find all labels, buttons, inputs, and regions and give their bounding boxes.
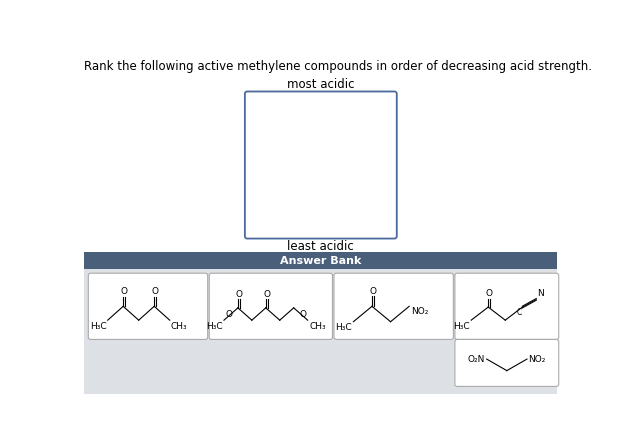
FancyBboxPatch shape (455, 340, 559, 386)
Text: CH₃: CH₃ (309, 322, 326, 331)
Text: CH₃: CH₃ (170, 322, 187, 331)
Text: O₂N: O₂N (468, 355, 485, 364)
Text: O: O (151, 287, 158, 296)
Text: O: O (235, 289, 242, 299)
FancyBboxPatch shape (455, 273, 559, 340)
Bar (85, 269, 557, 394)
Text: O: O (263, 289, 270, 299)
Text: Rank the following active methylene compounds in order of decreasing acid streng: Rank the following active methylene comp… (84, 60, 592, 73)
FancyBboxPatch shape (88, 273, 208, 340)
Text: H₃C: H₃C (453, 322, 470, 331)
Text: least acidic: least acidic (287, 240, 354, 253)
Text: O: O (299, 310, 306, 319)
Text: O: O (225, 310, 232, 319)
Text: O: O (120, 287, 128, 296)
FancyBboxPatch shape (334, 273, 453, 340)
Text: C: C (516, 308, 521, 317)
Text: Answer Bank: Answer Bank (280, 256, 361, 266)
Text: O: O (369, 287, 376, 296)
Text: O: O (486, 289, 493, 298)
Text: most acidic: most acidic (287, 78, 354, 90)
FancyBboxPatch shape (209, 273, 332, 340)
Text: N: N (537, 289, 544, 298)
Text: H₃C: H₃C (206, 322, 222, 331)
Text: NO₂: NO₂ (528, 355, 546, 364)
Text: H₃C: H₃C (90, 322, 107, 331)
Text: NO₂: NO₂ (411, 307, 428, 316)
FancyBboxPatch shape (245, 91, 397, 238)
Bar (85, 252, 557, 269)
Text: H₃C: H₃C (335, 323, 352, 332)
